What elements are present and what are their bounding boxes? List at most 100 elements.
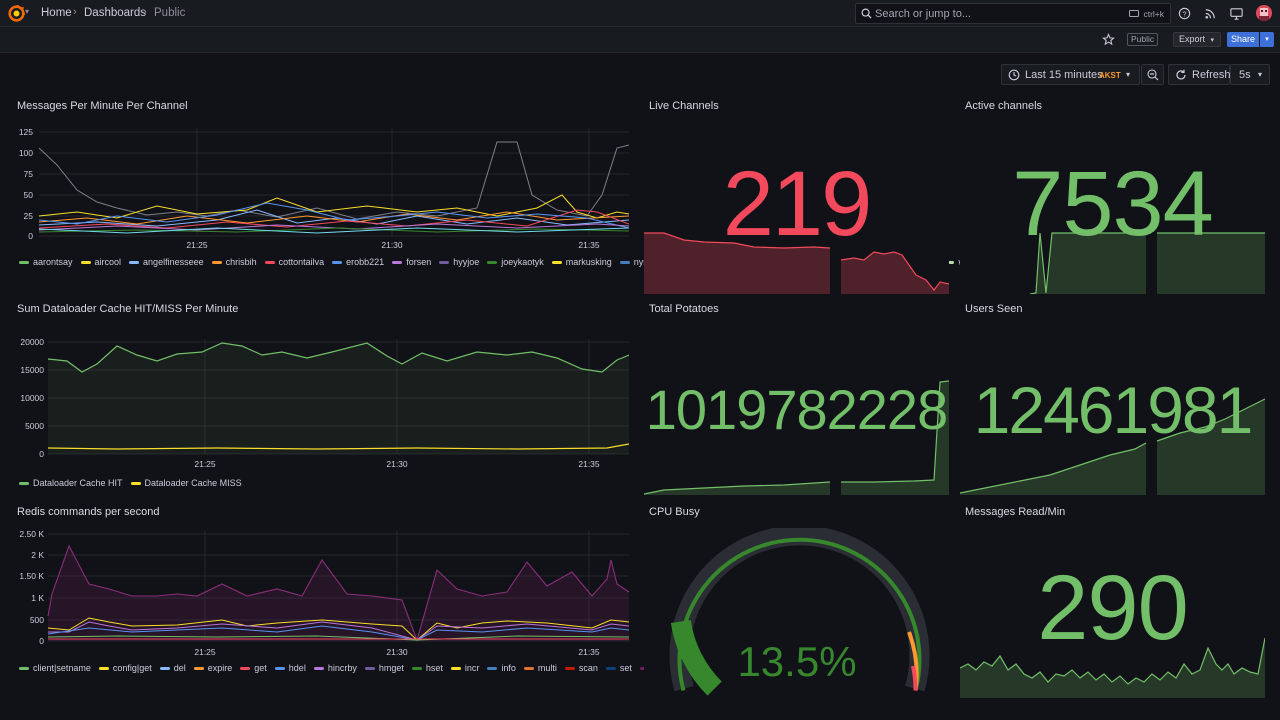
y-tick: 20000: [20, 337, 44, 347]
legend-item[interactable]: aircool: [80, 254, 122, 270]
legend-item[interactable]: hdel: [274, 660, 306, 676]
legend-item[interactable]: Dataloader Cache HIT: [19, 475, 123, 491]
chevron-down-icon: ▾: [1210, 37, 1215, 44]
sparkline: [960, 398, 1265, 495]
y-tick: 125: [19, 127, 33, 137]
legend-item[interactable]: incr: [450, 660, 479, 676]
legend-item[interactable]: joeykaotyk: [487, 254, 544, 270]
x-axis: 21:25 21:30 21:35: [194, 459, 600, 469]
y-tick: 75: [24, 169, 34, 179]
legend-item[interactable]: hincrby: [313, 660, 357, 676]
ttl-series-area: [48, 546, 629, 641]
breadcrumb-dashboards[interactable]: Dashboards: [84, 7, 147, 19]
svg-text:?: ?: [1182, 9, 1186, 18]
legend-label: config|get: [112, 663, 152, 673]
legend-item[interactable]: get: [240, 660, 267, 676]
timeseries-chart[interactable]: 20000 15000 10000 5000 0 21:25 21:30 21:…: [17, 331, 629, 473]
legend-item[interactable]: forsen: [392, 254, 431, 270]
share-button[interactable]: Share: [1227, 32, 1259, 47]
panel-title: CPU Busy: [649, 506, 700, 518]
legend-label: hyyjoe: [453, 257, 480, 267]
legend-item[interactable]: config|get: [98, 660, 152, 676]
time-range-picker[interactable]: Last 15 minutes AKST ▾: [1001, 64, 1140, 85]
legend-item[interactable]: del: [159, 660, 186, 676]
gauge-threshold-red: [911, 665, 918, 691]
legend-item[interactable]: Dataloader Cache MISS: [130, 475, 242, 491]
y-tick: 1.50 K: [19, 571, 44, 581]
timeseries-chart[interactable]: 125 100 75 50 25 0 21:25 21:30 21:35: [17, 120, 629, 248]
legend-label: aircool: [94, 257, 122, 267]
hit-series-line: [47, 342, 629, 373]
legend-item[interactable]: expire: [193, 660, 232, 676]
legend-label: del: [173, 663, 186, 673]
timeseries-chart[interactable]: 2.50 K 2 K 1.50 K 1 K 500 0 21:25 21:30 …: [17, 524, 629, 658]
x-tick: 21:25: [186, 240, 208, 248]
news-feed-icon[interactable]: [1203, 6, 1218, 21]
y-tick: 100: [19, 148, 33, 158]
x-tick: 21:35: [578, 240, 600, 248]
chart-grid: [39, 128, 629, 237]
zoom-out-button[interactable]: [1141, 64, 1164, 85]
stat-value: 13.5%: [737, 638, 857, 685]
help-icon[interactable]: ?: [1177, 6, 1192, 21]
monitor-kiosk-icon[interactable]: [1229, 6, 1244, 21]
legend-item[interactable]: hset: [411, 660, 443, 676]
timezone-badge: AKST: [1099, 71, 1121, 80]
legend-label: joeykaotyk: [501, 257, 544, 267]
panel-total-potatoes: Total Potatoes 1019782228: [644, 303, 949, 497]
y-tick: 0: [39, 636, 44, 646]
stat-value: 1019782228: [645, 378, 948, 441]
chart-legend: aarontsay aircool angelfinesseee chrisbih co…: [19, 254, 1071, 270]
legend-label: markusking: [565, 257, 612, 267]
grafana-logo-icon[interactable]: [8, 5, 25, 22]
legend-item[interactable]: hmget: [364, 660, 404, 676]
sparkline: [960, 637, 1265, 698]
legend-item[interactable]: chrisbih: [211, 254, 257, 270]
chevron-down-icon[interactable]: ▾: [25, 7, 30, 16]
top-navbar: ▾ Home › Dashboards › Public Search or j…: [0, 0, 1280, 27]
legend-label: forsen: [406, 257, 432, 267]
panel-active-channels: Active channels 7534: [960, 100, 1265, 294]
share-options-chevron-icon[interactable]: ▾: [1260, 32, 1274, 47]
breadcrumb-home[interactable]: Home: [41, 7, 72, 19]
search-input[interactable]: Search or jump to... ctrl+k: [855, 3, 1171, 24]
legend-label: hmget: [378, 663, 404, 673]
legend-label: chrisbih: [225, 257, 257, 267]
refresh-label: Refresh: [1192, 69, 1231, 81]
refresh-interval-picker[interactable]: 5s ▾: [1230, 64, 1270, 85]
chevron-down-icon: ▾: [1258, 70, 1263, 79]
x-tick: 21:30: [386, 459, 408, 469]
panel-redis-commands: Redis commands per second 2.50 K 2 K 1.5…: [17, 506, 661, 706]
dashboard-toolbar: Public Export ▾ Share ▾: [0, 27, 1280, 53]
legend-item[interactable]: info: [487, 660, 516, 676]
zoom-out-icon: [1147, 69, 1159, 81]
legend-item[interactable]: cottontailva: [264, 254, 324, 270]
x-tick: 21:35: [578, 459, 600, 469]
search-shortcut: ctrl+k: [1143, 9, 1164, 19]
legend-label: hset: [425, 663, 443, 673]
legend-item[interactable]: markusking: [551, 254, 612, 270]
chart-legend: Dataloader Cache HIT Dataloader Cache MIS…: [19, 475, 624, 491]
chart-grid: [48, 530, 629, 642]
legend-label: hincrby: [327, 663, 357, 673]
legend-item[interactable]: client|setname: [19, 660, 91, 676]
refresh-interval-value: 5s: [1239, 69, 1251, 81]
user-avatar[interactable]: [1256, 5, 1272, 21]
panel-title: Redis commands per second: [17, 506, 160, 518]
legend-item[interactable]: hyyjoe: [439, 254, 479, 270]
stat-value: 12461981: [973, 373, 1254, 447]
export-button[interactable]: Export ▾: [1173, 32, 1221, 47]
legend-item[interactable]: multi: [523, 660, 557, 676]
legend-item[interactable]: aarontsay: [19, 254, 73, 270]
refresh-button[interactable]: Refresh: [1168, 64, 1231, 85]
gauge-value-arc: [670, 619, 722, 696]
legend-item[interactable]: erobb221: [332, 254, 384, 270]
clock-icon: [1008, 69, 1020, 81]
legend-label: Dataloader Cache MISS: [144, 478, 242, 488]
legend-item[interactable]: set: [605, 660, 632, 676]
star-icon[interactable]: [1102, 33, 1115, 46]
legend-item[interactable]: scan: [564, 660, 598, 676]
legend-item[interactable]: angelfinesseee: [129, 254, 204, 270]
legend-label: scan: [578, 663, 598, 673]
chevron-down-icon: ▾: [1126, 70, 1131, 79]
